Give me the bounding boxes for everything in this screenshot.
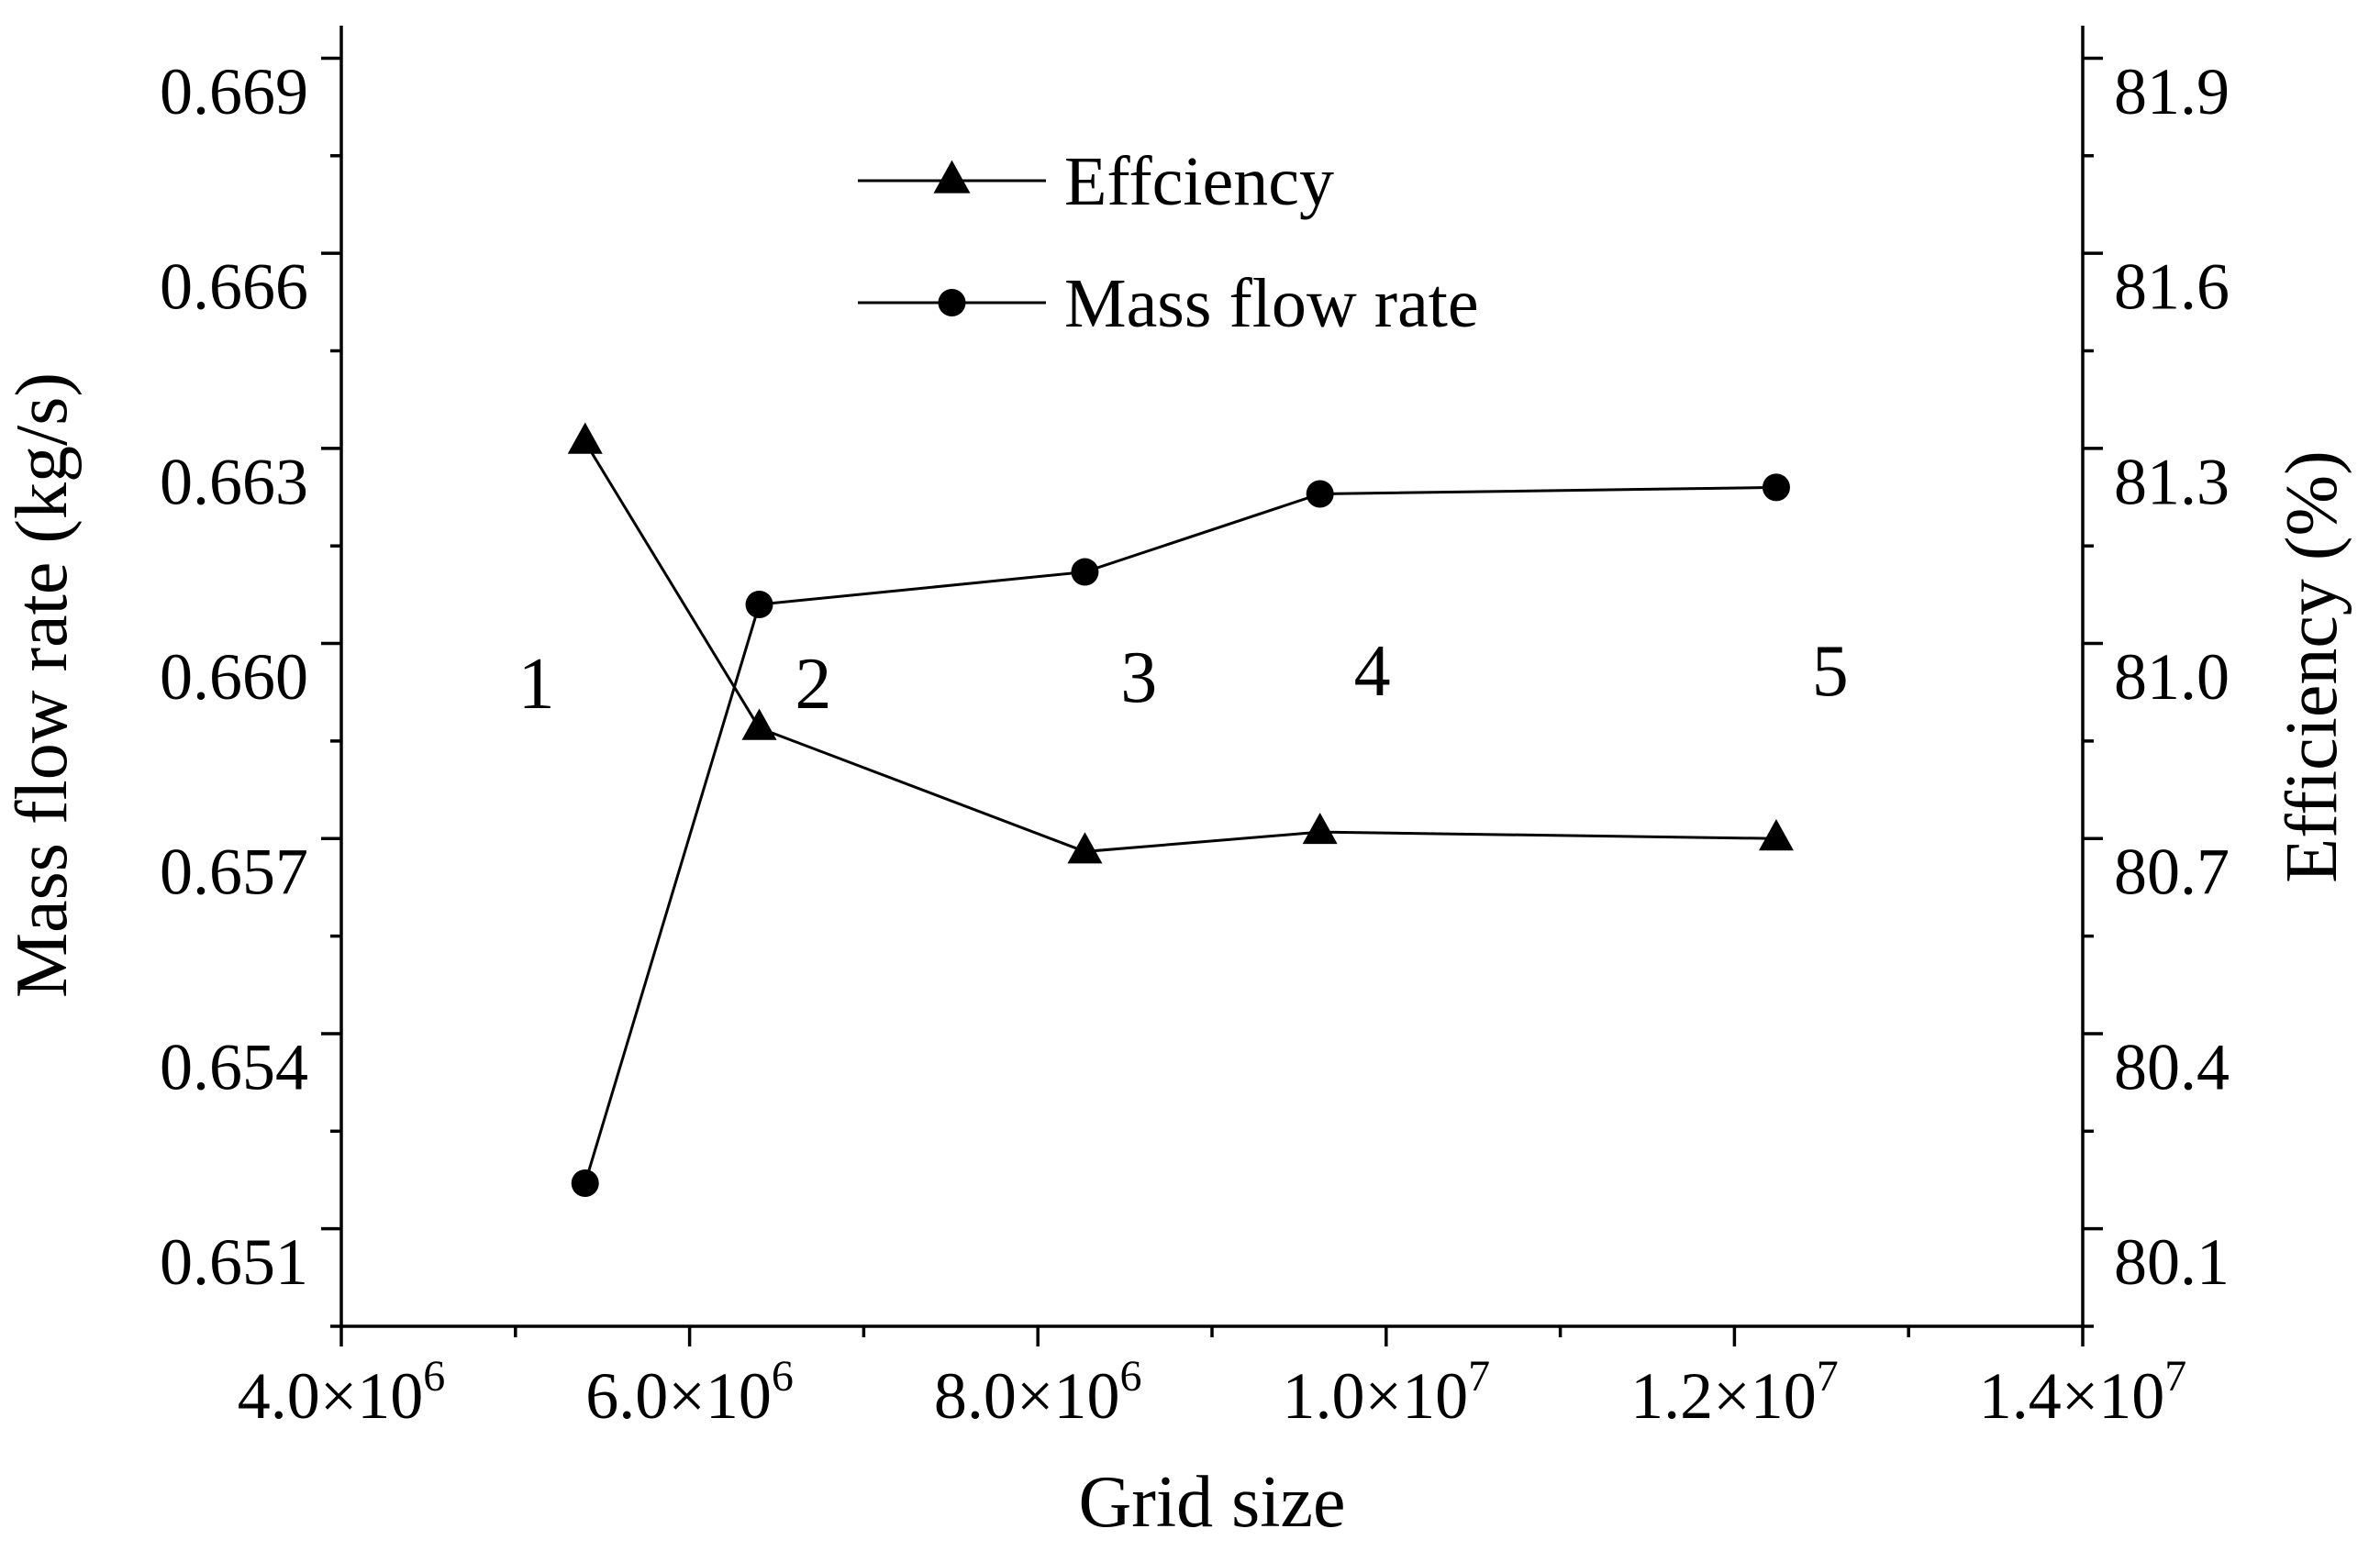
efficiency-point: [741, 708, 777, 740]
annotations-group: 1 2 3 4 5: [518, 631, 1849, 725]
axis-ticks: 4.0×106 6.0×106 8.0×106 1.0×107 1.2×107 1.4×1…: [160, 55, 2230, 1433]
legend-label: Effciency: [1064, 143, 1334, 220]
x-tick-label: 1.4×107: [1979, 1352, 2187, 1433]
grid-case-label: 5: [1812, 631, 1849, 712]
legend-triangle-marker: [933, 160, 971, 194]
grid-case-label: 3: [1120, 637, 1157, 718]
x-tick-label: 6.0×106: [585, 1352, 794, 1433]
legend-label: Mass flow rate: [1064, 265, 1479, 342]
y-left-tick-label: 0.663: [160, 445, 308, 518]
x-tick-label: 8.0×106: [934, 1352, 1142, 1433]
x-axis-title: Grid size: [1078, 1462, 1345, 1543]
y-left-tick-label: 0.657: [160, 836, 308, 909]
efficiency-point: [1758, 819, 1794, 851]
y-left-tick-label: 0.660: [160, 640, 308, 714]
grid-case-label: 4: [1354, 631, 1391, 712]
efficiency-series: [567, 422, 1794, 864]
y-right-tick-label: 81.3: [2114, 445, 2230, 518]
legend-entry: Effciency: [858, 143, 1334, 220]
x-tick-label: 1.2×107: [1630, 1352, 1839, 1433]
y-left-tick-label: 0.666: [160, 250, 308, 324]
y-left-tick-label: 0.669: [160, 55, 308, 128]
y-left-tick-label: 0.654: [160, 1030, 308, 1103]
y-right-axis-title: Efficiency (%): [2272, 450, 2352, 883]
grid-case-label: 2: [795, 644, 831, 725]
efficiency-point: [567, 422, 603, 454]
mass-flow-point: [1071, 558, 1099, 586]
y-right-tick-label: 80.4: [2114, 1030, 2230, 1103]
mass-flow-point: [571, 1169, 599, 1198]
y-right-tick-label: 80.7: [2114, 836, 2230, 909]
mass-flow-point: [1306, 480, 1334, 508]
mass-flow-point: [745, 591, 773, 619]
legend-entry: Mass flow rate: [858, 265, 1479, 342]
y-left-axis-title: Mass flow rate (kg/s): [2, 372, 83, 998]
legend: Effciency Mass flow rate: [858, 143, 1479, 342]
series-group: [567, 422, 1794, 1198]
y-left-tick-label: 0.651: [160, 1225, 308, 1299]
grid-case-label: 1: [518, 644, 555, 725]
efficiency-line: [584, 440, 1776, 853]
y-right-tick-label: 80.1: [2114, 1225, 2230, 1299]
legend-circle-marker: [938, 289, 966, 316]
mass-flow-point: [1762, 473, 1790, 502]
x-tick-label: 1.0×107: [1282, 1352, 1490, 1433]
x-tick-label: 4.0×106: [238, 1352, 446, 1433]
mass-flow-series: [571, 473, 1790, 1198]
y-right-tick-label: 81.9: [2114, 55, 2230, 128]
y-right-tick-label: 81.6: [2114, 250, 2230, 324]
efficiency-point: [1067, 832, 1103, 864]
efficiency-point: [1302, 812, 1338, 845]
y-right-tick-label: 81.0: [2114, 640, 2230, 714]
